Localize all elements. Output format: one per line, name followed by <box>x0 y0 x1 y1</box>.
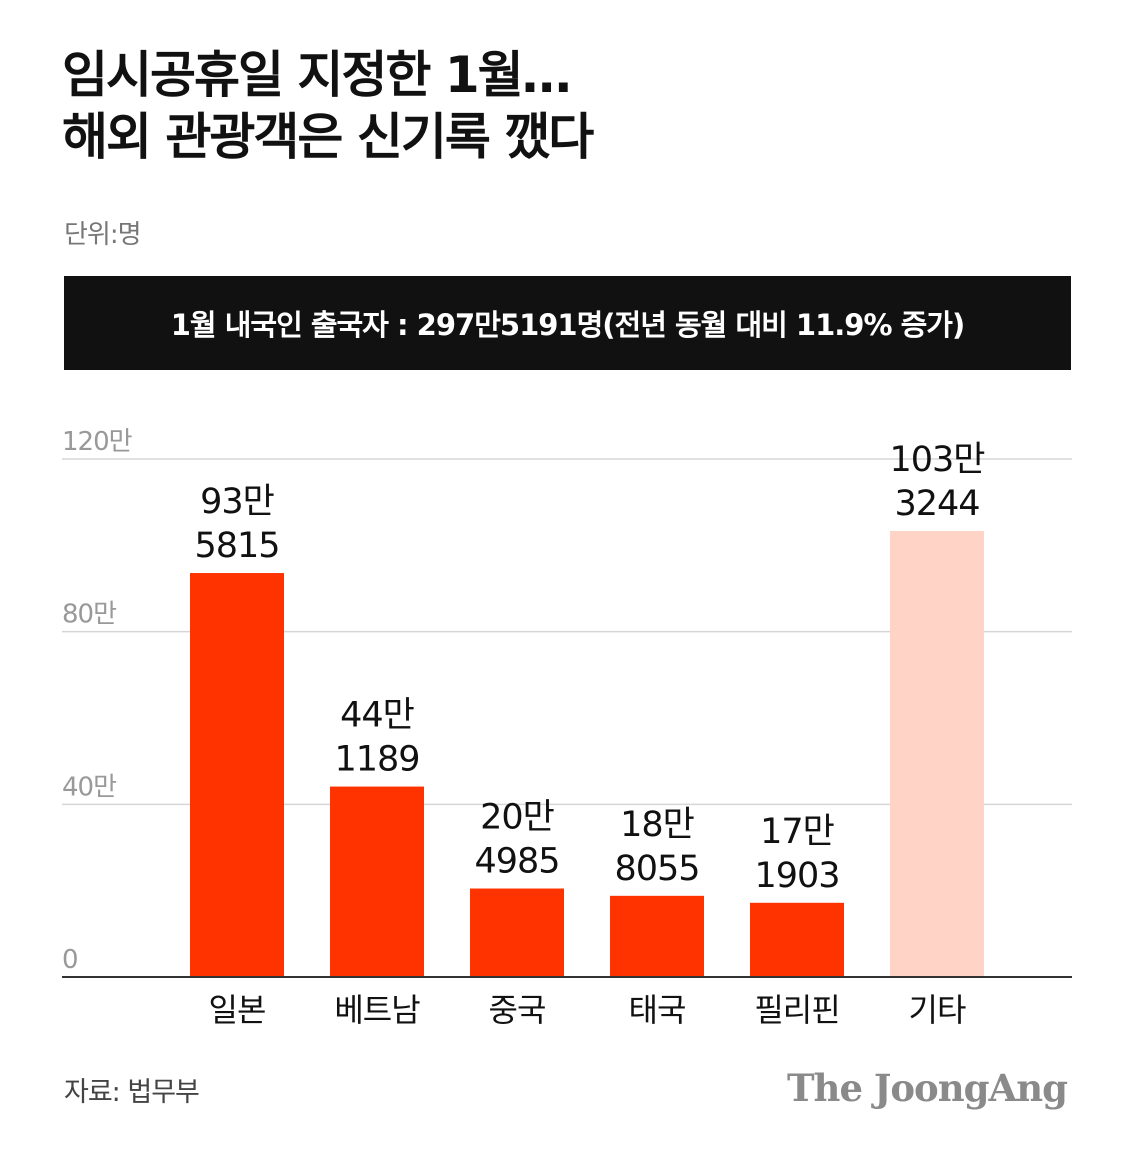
bar-data-label: 1903 <box>754 856 839 896</box>
bar <box>750 902 844 977</box>
title-line-1: 임시공휴일 지정한 1월… <box>62 46 572 104</box>
y-tick-label: 80만 <box>62 600 116 630</box>
y-tick-label: 120만 <box>62 427 132 457</box>
x-category-label: 일본 <box>209 991 266 1029</box>
x-category-label: 태국 <box>629 991 686 1029</box>
bar-data-label: 18만 <box>620 805 694 845</box>
bar <box>890 530 984 977</box>
bar-data-label: 1189 <box>334 740 419 780</box>
title-line-2: 해외 관광객은 신기록 깼다 <box>62 108 594 166</box>
bar-data-label: 4985 <box>474 842 559 882</box>
x-category-label: 베트남 <box>334 991 420 1029</box>
summary-banner: 1월 내국인 출국자 : 297만5191명(전년 동월 대비 11.9% 증가… <box>64 276 1071 370</box>
bar-data-label: 8055 <box>614 849 699 889</box>
x-category-label: 기타 <box>909 991 966 1029</box>
brand-logo: The JoongAng <box>787 1066 1068 1110</box>
bar <box>190 573 284 977</box>
summary-banner-text: 1월 내국인 출국자 : 297만5191명(전년 동월 대비 11.9% 증가… <box>170 308 965 342</box>
x-category-label: 필리핀 <box>754 991 839 1029</box>
bar-data-label: 93만 <box>200 482 274 522</box>
bar-data-label: 44만 <box>340 696 414 736</box>
y-tick-label: 0 <box>62 945 78 975</box>
bar <box>610 895 704 977</box>
x-category-label: 중국 <box>489 991 546 1029</box>
bar-data-label: 17만 <box>760 812 834 852</box>
bar-data-label: 103만 <box>889 440 984 480</box>
source-label: 자료: 법무부 <box>64 1077 200 1108</box>
bar-data-label: 20만 <box>480 798 554 838</box>
bar-data-label: 5815 <box>194 526 279 566</box>
bar <box>470 888 564 977</box>
y-tick-label: 40만 <box>62 772 116 802</box>
chart-title: 임시공휴일 지정한 1월… 해외 관광객은 신기록 깼다 <box>62 44 594 168</box>
bar-data-label: 3244 <box>894 484 979 524</box>
bar <box>330 786 424 977</box>
unit-label: 단위:명 <box>64 220 142 250</box>
